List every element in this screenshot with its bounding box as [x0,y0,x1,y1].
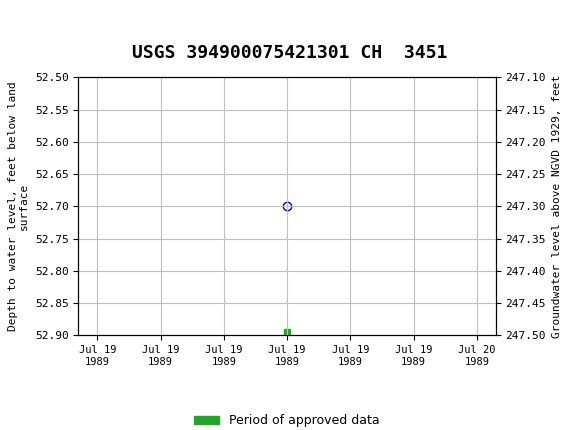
Text: USGS: USGS [58,17,113,35]
Text: USGS 394900075421301 CH  3451: USGS 394900075421301 CH 3451 [132,44,448,62]
Y-axis label: Depth to water level, feet below land
surface: Depth to water level, feet below land su… [8,82,29,331]
Legend: Period of approved data: Period of approved data [189,409,385,430]
Y-axis label: Groundwater level above NGVD 1929, feet: Groundwater level above NGVD 1929, feet [552,75,561,338]
